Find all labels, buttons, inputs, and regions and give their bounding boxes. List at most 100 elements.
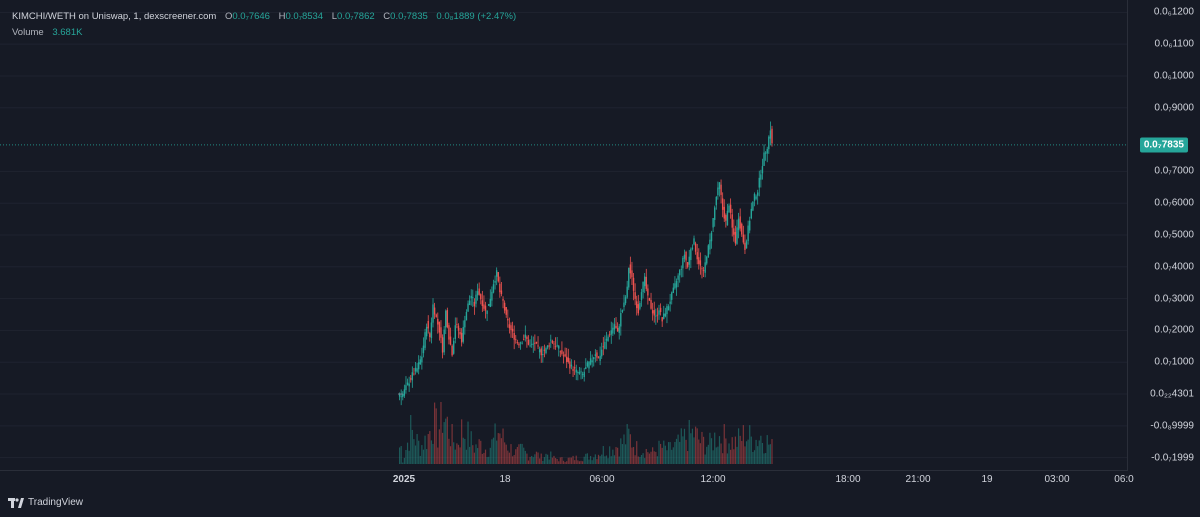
candle-body <box>538 349 541 353</box>
open-value: 0.0₇7646 <box>232 11 270 22</box>
candle-body <box>650 300 652 309</box>
price-tick-label: -0.0₈9999 <box>1150 420 1194 432</box>
candle-body <box>518 343 520 346</box>
time-axis[interactable]: 2025 18 06:00 12:00 18:00 21:00 19 03:00 06:0 <box>0 470 1134 489</box>
candle-body <box>709 239 711 250</box>
volume-bar <box>617 447 619 464</box>
volume-bar <box>494 423 496 464</box>
volume-bar <box>618 456 620 464</box>
volume-bar <box>416 434 418 464</box>
volume-bar <box>441 432 444 464</box>
candle-body <box>733 228 735 235</box>
candle-body <box>499 283 501 293</box>
volume-bar <box>513 454 515 464</box>
volume-bar <box>667 442 670 464</box>
volume-bar <box>760 435 762 464</box>
candle-body <box>693 238 695 245</box>
close-label: C <box>383 11 391 22</box>
candle-body <box>691 247 694 250</box>
candle-body <box>706 256 708 264</box>
volume-bar <box>523 447 525 464</box>
volume-bar <box>656 456 659 464</box>
footer: TradingView <box>0 488 1200 517</box>
tradingview-brand[interactable]: TradingView <box>8 497 83 508</box>
candle-body <box>558 345 560 349</box>
candle-body <box>467 303 469 312</box>
volume-bar <box>486 457 488 464</box>
candle-body <box>605 338 608 341</box>
candle-body <box>686 262 689 267</box>
volume-bar <box>674 441 676 464</box>
candle-body <box>636 301 638 309</box>
candle-body <box>543 349 546 351</box>
price-tick-label: 0.0₇9000 <box>1154 102 1194 114</box>
volume-bar <box>470 431 472 464</box>
volume-bar <box>605 455 608 464</box>
volume-bar <box>446 416 448 464</box>
volume-bar <box>696 428 698 464</box>
volume-bar <box>540 453 542 464</box>
volume-bar <box>601 454 603 464</box>
volume-bar <box>675 438 678 464</box>
candle-body <box>761 166 764 174</box>
candle-body <box>476 291 479 296</box>
volume-bar <box>679 441 681 464</box>
volume-bar <box>499 433 501 464</box>
candle-body <box>725 215 727 221</box>
price-axis[interactable]: 0.0₇7835 0.0₆1200 0.0₆1100 0.0₆1000 0.0₇900… <box>1127 0 1200 470</box>
candle-body <box>655 315 657 317</box>
candle-body <box>580 371 582 373</box>
volume-bar <box>445 418 447 464</box>
volume-bar <box>677 434 679 464</box>
candle-body <box>569 361 571 369</box>
volume-bar <box>572 455 574 464</box>
candle-body <box>714 207 716 220</box>
candle-body <box>726 210 729 226</box>
candle-body <box>764 152 767 154</box>
volume-bar <box>462 437 464 464</box>
candle-body <box>449 336 452 345</box>
volume-bar <box>524 450 526 464</box>
candle-body <box>666 306 668 315</box>
candle-body <box>507 318 509 321</box>
volume-bar <box>707 444 709 464</box>
candle-body <box>752 201 754 211</box>
candle-body <box>632 277 635 291</box>
volume-bar <box>624 444 627 464</box>
close-value: 0.0₇7835 <box>390 11 428 22</box>
candle-body <box>637 304 640 314</box>
volume-bar <box>637 456 639 464</box>
candle-body <box>769 130 772 139</box>
volume-bar <box>403 457 405 464</box>
candle-body <box>734 231 737 244</box>
candle-body <box>535 341 538 344</box>
candle-body <box>405 385 407 391</box>
candle-body <box>454 325 456 339</box>
volume-bar <box>642 453 644 464</box>
volume-bar <box>408 450 410 464</box>
volume-row: Volume 3.681K <box>12 25 516 41</box>
candle-body <box>640 292 643 301</box>
candle-body <box>554 346 557 348</box>
candle-body <box>694 243 697 252</box>
volume-bar <box>610 456 612 464</box>
volume-bar <box>434 402 436 464</box>
volume-bar <box>744 446 746 464</box>
volume-bar <box>496 440 498 464</box>
volume-bar <box>750 436 752 464</box>
candle-body <box>690 249 692 261</box>
symbol-title[interactable]: KIMCHI/WETH on Uniswap, 1, dexscreener.c… <box>12 11 217 22</box>
volume-bar <box>652 447 654 464</box>
volume-bar <box>758 440 760 464</box>
price-chart-plot[interactable] <box>0 0 1128 470</box>
last-price-tag: 0.0₇7835 <box>1139 137 1188 153</box>
volume-bar <box>419 455 421 464</box>
candle-body <box>419 359 421 365</box>
volume-bar <box>602 446 604 464</box>
volume-bar <box>737 428 740 464</box>
volume-label: Volume <box>12 27 44 38</box>
volume-bar <box>508 452 511 464</box>
high-value: 0.0₇8534 <box>285 11 324 22</box>
candle-body <box>601 349 603 357</box>
